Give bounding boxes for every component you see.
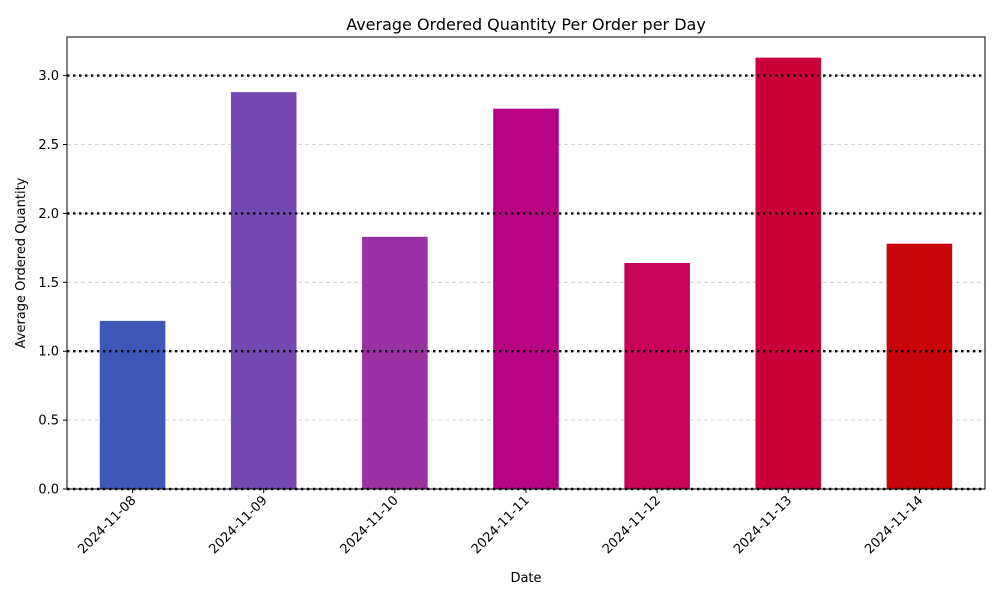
x-tick-label: 2024-11-08 — [75, 493, 139, 557]
x-tick-label: 2024-11-11 — [469, 493, 533, 557]
x-tick-label: 2024-11-12 — [600, 493, 664, 557]
x-tick-label: 2024-11-13 — [731, 493, 795, 557]
bar — [99, 320, 166, 489]
bar — [230, 92, 297, 489]
y-axis-label: Average Ordered Quantity — [14, 177, 29, 348]
bars — [99, 57, 953, 490]
x-axis-ticks: 2024-11-08 2024-11-09 2024-11-10 2024-11-11… — [75, 489, 926, 557]
y-tick-label: 3.0 — [38, 69, 59, 84]
bar — [362, 236, 428, 489]
y-tick-label: 0.0 — [38, 483, 59, 498]
y-tick-label: 1.0 — [38, 345, 59, 360]
bar — [493, 108, 559, 489]
x-tick-label: 2024-11-10 — [338, 493, 402, 557]
chart-title: Average Ordered Quantity Per Order per D… — [346, 15, 706, 34]
bar — [755, 57, 822, 490]
y-tick-label: 1.5 — [38, 276, 59, 291]
y-tick-label: 0.5 — [38, 414, 59, 429]
x-axis-label: Date — [510, 571, 541, 586]
y-tick-label: 2.5 — [38, 138, 59, 153]
x-tick-label: 2024-11-09 — [207, 493, 271, 557]
y-axis-ticks: 0.0 0.5 1.0 1.5 2.0 2.5 3.0 — [38, 69, 67, 498]
x-tick-label: 2024-11-14 — [862, 493, 926, 557]
y-tick-label: 2.0 — [38, 207, 59, 222]
bar — [886, 243, 953, 489]
bar — [624, 263, 690, 489]
